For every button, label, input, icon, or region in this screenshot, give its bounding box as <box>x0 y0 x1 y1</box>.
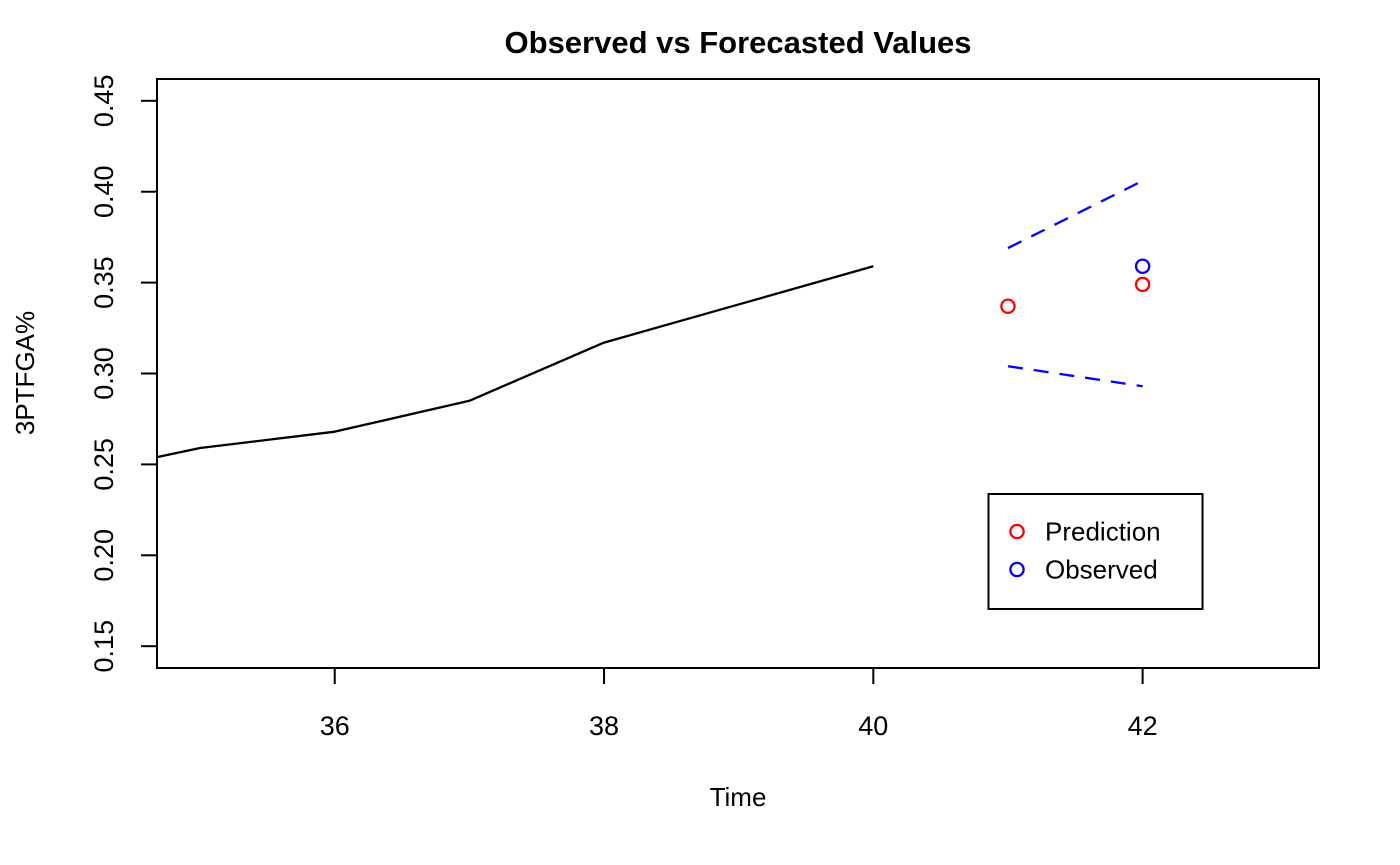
legend-marker-prediction-icon <box>1009 523 1025 540</box>
history-line <box>156 265 874 459</box>
axes: 36 38 40 42 0.15 0.20 0.25 0.30 0.35 0.40 0.45 <box>89 75 1320 741</box>
x-axis-label: Time <box>710 782 767 812</box>
y-tick-label: 0.30 <box>89 347 119 400</box>
legend-label-observed: Observed <box>1045 555 1158 585</box>
x-tick-label: 42 <box>1128 711 1158 741</box>
prediction-points-marker <box>1000 298 1016 314</box>
legend-marker-observed-icon <box>1009 561 1025 578</box>
y-tick-label: 0.40 <box>89 165 119 218</box>
y-tick-label: 0.35 <box>89 256 119 309</box>
y-axis-label: 3PTFGA% <box>10 311 40 435</box>
y-tick-label: 0.20 <box>89 529 119 582</box>
interval-upper <box>1007 179 1144 250</box>
series <box>156 179 1151 459</box>
y-tick-label: 0.25 <box>89 438 119 491</box>
y-tick-label: 0.45 <box>89 75 119 128</box>
x-tick-label: 36 <box>320 711 350 741</box>
legend-label-prediction: Prediction <box>1045 517 1161 547</box>
observed-points-marker <box>1134 258 1151 274</box>
chart-title: Observed vs Forecasted Values <box>505 25 972 60</box>
legend: Prediction Observed <box>987 493 1204 610</box>
x-tick-label: 40 <box>858 711 888 741</box>
interval-lower <box>1007 365 1143 388</box>
prediction-points-marker <box>1134 276 1151 293</box>
x-tick-label: 38 <box>589 711 619 741</box>
legend-box <box>987 493 1204 610</box>
y-tick-label: 0.15 <box>89 620 119 673</box>
